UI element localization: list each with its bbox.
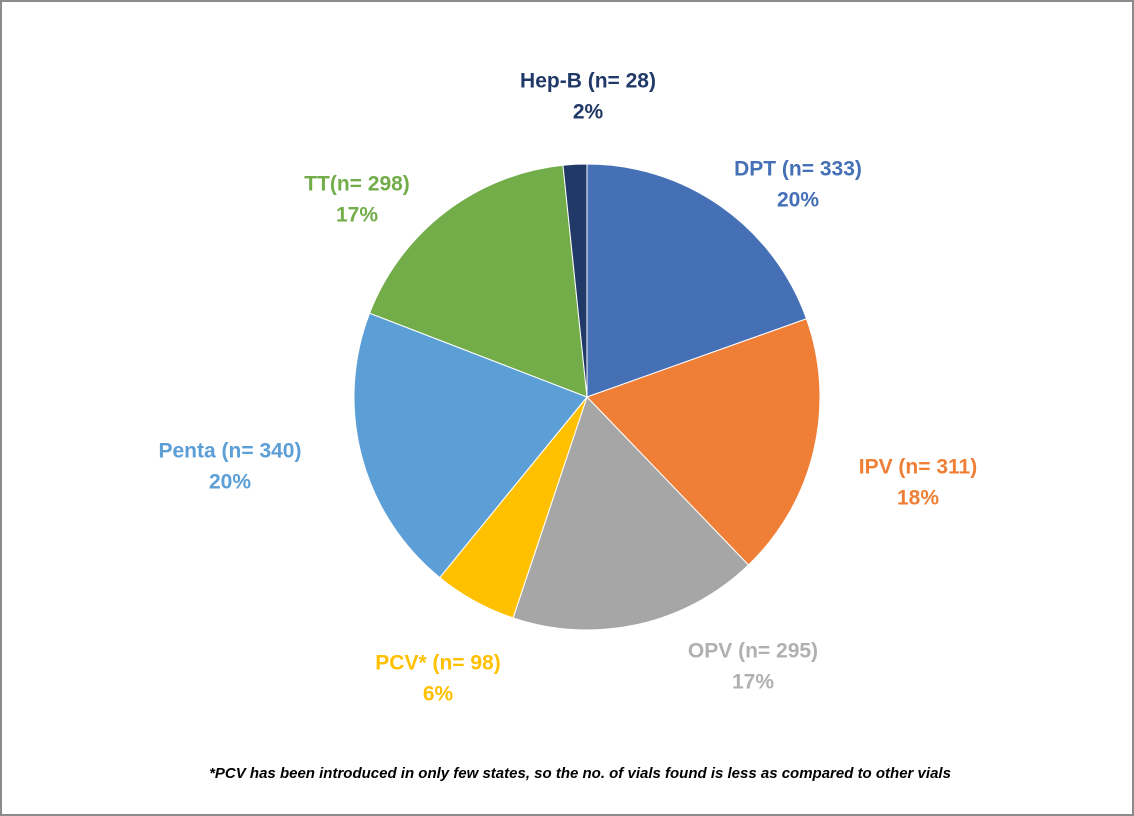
slice-percentage: 20% [777, 189, 819, 212]
slice-label: PCV* (n= 98) [375, 652, 500, 675]
slice-percentage: 18% [897, 487, 939, 510]
pie-slice [353, 312, 588, 579]
slice-percentage: 17% [732, 671, 774, 694]
pie-slice [586, 163, 808, 398]
slice-label: TT(n= 298) [304, 173, 410, 196]
slice-percentage: 2% [573, 101, 604, 124]
pie-slice [562, 163, 588, 398]
slice-label: IPV (n= 311) [859, 456, 977, 479]
pie-slice [512, 396, 750, 631]
slice-label: OPV (n= 295) [688, 640, 818, 663]
slice-label: Hep-B (n= 28) [520, 70, 656, 93]
footnote: *PCV has been introduced in only few sta… [209, 765, 951, 782]
slice-label: DPT (n= 333) [734, 158, 862, 181]
slice-percentage: 6% [423, 683, 454, 706]
slice-percentage: 17% [336, 204, 378, 227]
slice-label: Penta (n= 340) [159, 440, 302, 463]
pie-slice [368, 164, 588, 398]
pie-slice [586, 318, 821, 566]
slice-percentage: 20% [209, 471, 251, 494]
